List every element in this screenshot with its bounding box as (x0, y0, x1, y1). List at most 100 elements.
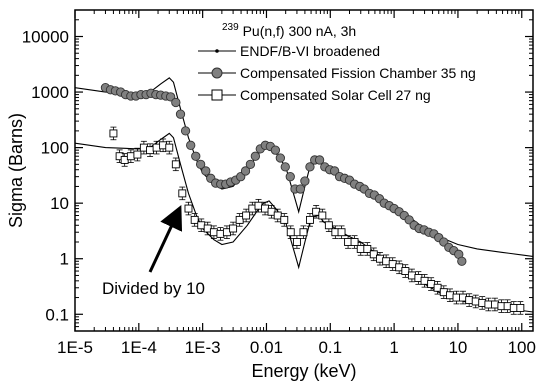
fission-chamber-point (280, 162, 290, 172)
fission-chamber-point (270, 145, 281, 155)
solar-cell-point (171, 160, 180, 169)
solar-cell-point (229, 224, 238, 233)
annotation-label: Divided by 10 (102, 279, 205, 298)
fission-chamber-point (175, 109, 186, 119)
solar-cell-point (407, 271, 416, 280)
legend-marker (211, 67, 223, 79)
y-tick-label: 1000 (31, 83, 69, 102)
solar-cell-point (235, 215, 244, 224)
fission-chamber-point (300, 176, 310, 186)
solar-cell-point (152, 143, 161, 152)
legend-label: ENDF/B-VI broadened (240, 43, 380, 59)
solar-cell-point (471, 297, 480, 306)
solar-cell-point (350, 238, 359, 246)
series-marker-layer (100, 83, 525, 315)
series-line-layer (75, 77, 533, 313)
fission-chamber-point (240, 166, 251, 176)
legend-header-superscript: 239 (222, 22, 239, 33)
legend-marker (211, 89, 223, 101)
solar-cell-point (318, 211, 327, 220)
divided-by-10-annotation: Divided by 10 (102, 205, 205, 298)
x-tick-label: 0.1 (318, 338, 342, 357)
y-axis-title: Sigma (Barns) (6, 113, 26, 228)
solar-cell-point (242, 211, 251, 220)
fission-chamber-point (180, 126, 191, 136)
y-tick-label: 0.1 (45, 305, 69, 324)
fission-chamber-point (186, 140, 196, 150)
fission-chamber-point (201, 166, 211, 176)
solar-cell-point (261, 204, 269, 213)
solar-cell-point (165, 143, 174, 152)
solar-cell-point (401, 267, 410, 275)
legend-item: Compensated Solar Cell 27 ng (198, 87, 431, 103)
solar-cell-point (344, 238, 353, 246)
fission-chamber-point (457, 256, 467, 266)
solar-cell-point (254, 201, 263, 210)
solar-cell-point (427, 280, 436, 289)
fission-chamber-point (285, 172, 295, 182)
fission-chamber-point (165, 92, 176, 102)
solar-cell-point (286, 228, 295, 237)
solar-cell-point (452, 293, 461, 302)
x-tick-label: 1E-3 (185, 338, 221, 357)
solar-cell-point (420, 276, 429, 285)
solar-cell-point (369, 250, 378, 259)
solar-cell-point (356, 244, 365, 253)
y-tick-label: 100 (41, 139, 69, 158)
solar-cell-point (216, 229, 225, 238)
solar-cell-point (184, 204, 193, 213)
solar-cell-point (363, 244, 372, 253)
solar-cell-point (490, 300, 499, 309)
legend-item: Compensated Fission Chamber 35 ng (198, 65, 476, 81)
solar-cell-point (280, 215, 289, 224)
x-tick-label: 0.01 (250, 338, 283, 357)
legend-label: Compensated Fission Chamber 35 ng (240, 65, 476, 81)
solar-cell-point (197, 221, 206, 230)
y-tick-label: 10 (50, 194, 69, 213)
solar-cell-point (446, 291, 454, 300)
solar-cell-point (305, 215, 314, 224)
solar-cell-point (433, 283, 442, 292)
fission-chamber-point (250, 151, 261, 161)
solar-cell-point (190, 215, 199, 224)
solar-cell-point (382, 257, 391, 266)
x-tick-label: 1 (389, 338, 398, 357)
solar-cell-point (146, 146, 155, 155)
legend-item: ENDF/B-VI broadened (198, 43, 380, 59)
x-tick-label: 100 (508, 338, 536, 357)
solar-cell-point (509, 303, 518, 312)
fission-chamber-point (314, 155, 325, 165)
solar-cell-point (324, 221, 333, 230)
solar-cell-point (273, 211, 282, 220)
fission-chamber-point (295, 184, 306, 194)
x-tick-label: 1E-5 (57, 338, 93, 357)
legend-header: 239 Pu(n,f) 300 nA, 3h (222, 17, 356, 39)
legend-marker (215, 49, 219, 53)
solar-cell-point (465, 296, 474, 305)
annotation-arrow (148, 205, 183, 273)
fission-chamber-point (275, 153, 285, 163)
plot-frame (74, 9, 534, 332)
legend-items: ENDF/B-VI broadened Compensated Fission C… (198, 43, 476, 103)
legend-label: Compensated Solar Cell 27 ng (240, 87, 431, 103)
y-tick-label: 10000 (22, 28, 69, 47)
solar-cell-point (388, 260, 397, 269)
x-tick-label: 10 (448, 338, 467, 357)
solar-cell-point (178, 189, 187, 198)
y-tick-label: 1 (60, 250, 69, 269)
legend: 239 Pu(n,f) 300 nA, 3h ENDF/B-VI broaden… (198, 17, 476, 103)
solar-cell-point (209, 228, 218, 237)
solar-cell-point (516, 303, 525, 312)
fission-chamber-point (245, 159, 256, 169)
fission-chamber-point (305, 162, 315, 172)
fission-chamber-point (195, 159, 206, 169)
fission-chamber-point (171, 97, 181, 108)
axes-layer: 1E-5 1E-4 1E-3 0.01 0.1 1 10 100 0.1 1 10 100 1000 10… (22, 9, 536, 357)
legend-header-text: Pu(n,f) 300 nA, 3h (243, 23, 357, 39)
fission-chamber-point (191, 151, 201, 161)
solar-cell-point (133, 150, 142, 159)
x-axis-title: Energy (keV) (251, 361, 356, 381)
solar-cell-point (299, 228, 308, 237)
solar-cell-point (484, 300, 493, 309)
